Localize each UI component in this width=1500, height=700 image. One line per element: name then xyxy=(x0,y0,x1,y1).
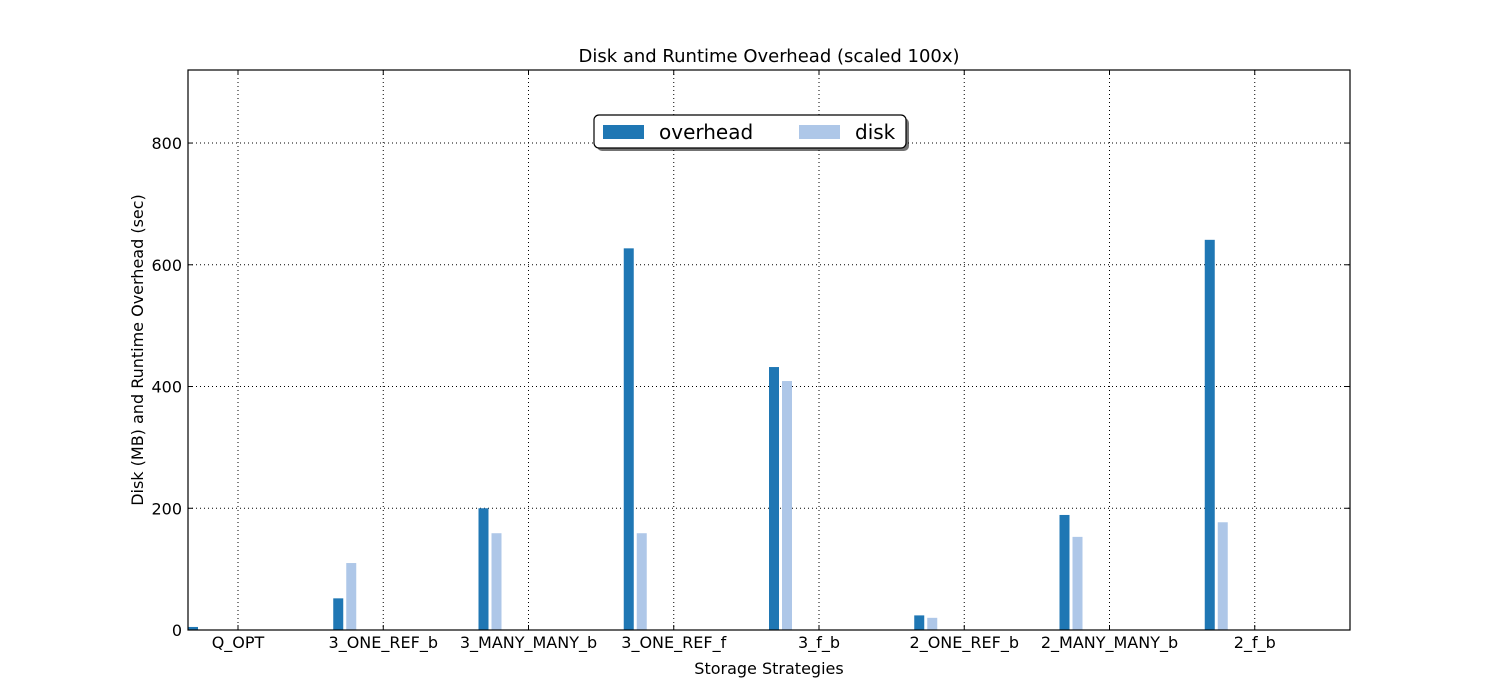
bar-disk-3_MANY_MANY_b xyxy=(491,533,502,630)
bar-overhead-2_MANY_MANY_b xyxy=(1059,514,1070,630)
x-tick-label: Q_OPT xyxy=(212,633,265,653)
x-tick-label: 3_MANY_MANY_b xyxy=(460,633,597,653)
bar-overhead-Q_OPT xyxy=(188,626,198,630)
legend-label-overhead: overhead xyxy=(659,120,753,144)
bar-disk-3_ONE_REF_b xyxy=(346,563,357,630)
bar-disk-3_f_b xyxy=(782,381,792,630)
bar-overhead-3_ONE_REF_b xyxy=(333,598,344,630)
bars xyxy=(188,239,1228,630)
plot-frame xyxy=(187,69,1351,631)
bar-overhead-3_MANY_MANY_b xyxy=(478,508,489,630)
y-tick-label: 200 xyxy=(151,499,182,518)
legend-box xyxy=(593,114,907,149)
legend-swatch-overhead xyxy=(603,125,644,139)
y-tick-label: 600 xyxy=(151,256,182,275)
bar-overhead-3_f_b xyxy=(769,367,779,630)
bar-disk-2_MANY_MANY_b xyxy=(1072,536,1083,630)
x-tick-label: 2_f_b xyxy=(1234,633,1276,653)
bar-overhead-2_ONE_REF_b xyxy=(914,615,925,630)
y-tick-label: 800 xyxy=(151,134,182,153)
legend-label-disk: disk xyxy=(855,120,896,144)
x-tick-label: 3_f_b xyxy=(798,633,840,653)
bar-overhead-2_f_b xyxy=(1204,239,1215,630)
y-axis: 0 200 400 600 800 xyxy=(151,134,1350,640)
x-tick-label: 3_ONE_REF_f xyxy=(621,633,726,653)
y-tick-label: 0 xyxy=(172,621,182,640)
x-tick-label: 2_MANY_MANY_b xyxy=(1041,633,1178,653)
y-axis-label: Disk (MB) and Runtime Overhead (sec) xyxy=(128,194,147,506)
x-axis-label: Storage Strategies xyxy=(694,659,843,678)
legend-swatch-disk xyxy=(799,125,840,139)
x-tick-label: 2_ONE_REF_b xyxy=(910,633,1019,653)
chart-title: Disk and Runtime Overhead (scaled 100x) xyxy=(578,46,959,67)
y-tick-label: 400 xyxy=(151,378,182,397)
bar-disk-2_f_b xyxy=(1217,522,1228,630)
bar-disk-2_ONE_REF_b xyxy=(927,617,938,630)
x-tick-label: 3_ONE_REF_b xyxy=(329,633,438,653)
bar-disk-3_ONE_REF_f xyxy=(636,533,647,630)
bar-overhead-3_ONE_REF_f xyxy=(623,248,634,630)
x-axis: Q_OPT 3_ONE_REF_b 3_MANY_MANY_b 3_ONE_REF_f… xyxy=(212,70,1276,653)
legend: overhead disk xyxy=(593,114,909,151)
